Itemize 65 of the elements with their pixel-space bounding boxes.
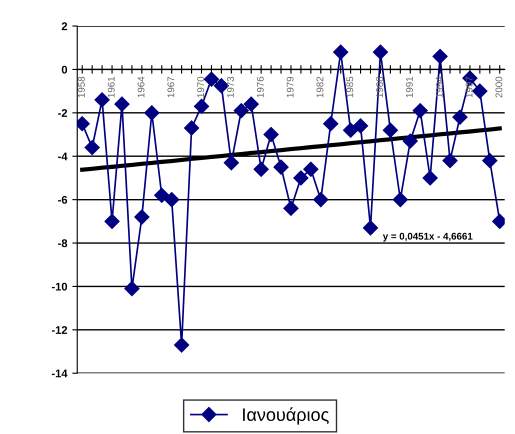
point: [352, 118, 368, 134]
x-tick-label: 1970: [197, 76, 204, 98]
point: [104, 214, 120, 229]
point: [313, 192, 328, 208]
y-tick-label: -8: [58, 239, 68, 248]
y-tick-label: -6: [58, 196, 68, 204]
point: [442, 153, 458, 168]
point: [124, 281, 140, 296]
x-tick-label: 2000: [495, 76, 502, 98]
x-tick-label: 1961: [108, 76, 115, 98]
point: [472, 84, 488, 99]
point: [184, 120, 200, 136]
y-tick-label: -12: [52, 326, 68, 334]
y-tick-label: -2: [58, 109, 68, 117]
point: [114, 96, 130, 112]
x-tick-label: 1967: [167, 76, 174, 98]
point: [144, 105, 160, 120]
x-tick-label: 1982: [316, 76, 324, 98]
y-tick-label: -14: [52, 370, 68, 378]
point: [392, 192, 408, 208]
point: [273, 160, 289, 175]
point: [84, 140, 100, 156]
x-tick-label: 1973: [227, 76, 234, 98]
x-tick-label: 1997: [466, 76, 473, 98]
annotation: y = 0,0451x - 4,6661: [382, 232, 472, 242]
point: [164, 192, 180, 208]
x-tick-label: 1979: [286, 76, 294, 98]
x-tick-label: 1988: [376, 76, 384, 98]
point: [303, 162, 318, 177]
point: [343, 122, 358, 138]
point: [452, 110, 468, 125]
point: [362, 220, 378, 236]
x-tick-label: 1964: [138, 76, 144, 98]
point: [412, 103, 428, 118]
point: [422, 170, 438, 186]
legend-label: Ιανουάριος: [243, 407, 329, 425]
y-tick-label: 0: [62, 66, 68, 74]
point: [333, 44, 348, 60]
point: [234, 103, 249, 118]
point: [194, 98, 210, 114]
point: [244, 96, 259, 112]
point: [382, 122, 398, 138]
point: [154, 188, 170, 203]
x-tick-label: 1976: [256, 76, 264, 98]
x-tick-label: 1985: [346, 76, 354, 98]
y-tick-label: -4: [58, 152, 68, 160]
point: [293, 170, 308, 186]
point: [482, 153, 498, 168]
point: [134, 209, 150, 225]
point: [402, 133, 418, 149]
point: [264, 126, 279, 142]
point: [432, 48, 448, 64]
y-tick-label: 2: [62, 22, 68, 30]
line-series: [80, 126, 502, 172]
point: [204, 72, 220, 87]
point: [283, 200, 299, 216]
point: [254, 162, 269, 177]
point: [323, 116, 338, 132]
point: [372, 44, 388, 60]
x-tick-label: 1994: [436, 76, 443, 98]
x-tick-label: 1958: [78, 76, 85, 98]
y-tick-label: -10: [52, 282, 68, 291]
point: [224, 155, 239, 170]
point: [174, 337, 190, 353]
x-tick-label: 1991: [406, 76, 413, 98]
